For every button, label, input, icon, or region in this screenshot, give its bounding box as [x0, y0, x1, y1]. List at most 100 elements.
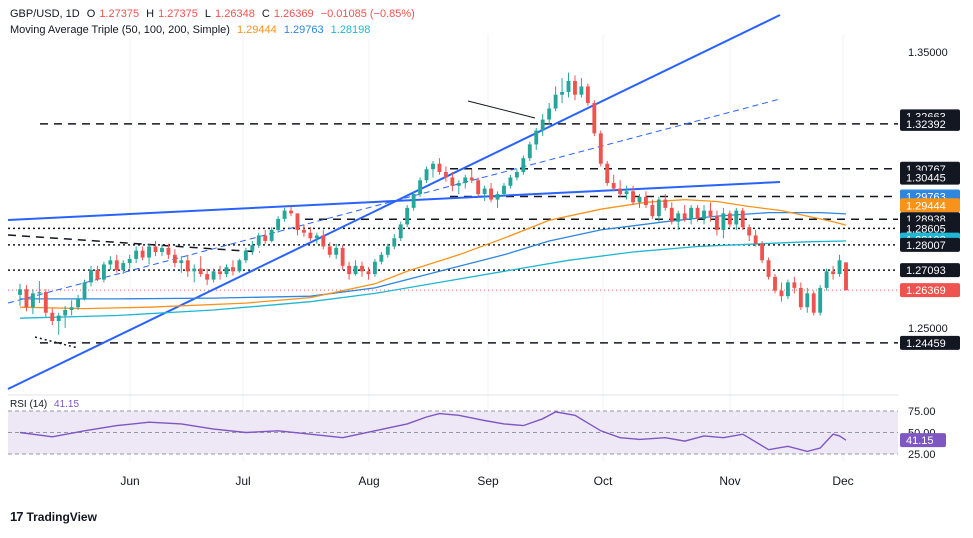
candle-body	[295, 213, 300, 230]
candle	[289, 206, 293, 217]
candle	[30, 289, 35, 315]
candle	[844, 262, 848, 291]
candle	[508, 174, 513, 189]
candle	[250, 240, 255, 255]
candle	[256, 232, 261, 248]
candle-body	[172, 254, 177, 264]
candle	[824, 268, 829, 291]
candle	[153, 240, 158, 257]
price-level-tag	[900, 283, 960, 298]
candle	[482, 185, 487, 201]
candle-body	[644, 196, 648, 206]
candle-body	[734, 210, 739, 225]
candle-body	[502, 185, 506, 195]
ma-legend[interactable]: Moving Average Triple (50, 100, 200, Sim…	[10, 24, 374, 36]
candle	[631, 185, 635, 206]
rsi-title: RSI (14)	[10, 399, 48, 410]
candle	[63, 305, 68, 328]
candle	[495, 191, 500, 208]
candle	[140, 246, 145, 261]
candle	[114, 254, 119, 273]
candle	[566, 72, 571, 98]
candle-body	[527, 144, 532, 159]
candle	[205, 268, 210, 286]
candle-body	[256, 235, 261, 246]
rsi-legend[interactable]: RSI (14) 41.15	[10, 399, 83, 410]
candle	[811, 290, 816, 316]
candle	[747, 224, 752, 241]
candle	[450, 171, 455, 192]
rsi-line	[19, 411, 847, 453]
candle-body	[514, 171, 519, 178]
candle-body	[637, 196, 642, 203]
candle	[637, 194, 642, 208]
candle-body	[153, 246, 158, 253]
candle-body	[663, 199, 668, 208]
candle-body	[779, 290, 784, 297]
candle	[211, 268, 216, 283]
ma100-value: 1.29763	[283, 24, 324, 36]
tradingview-logo[interactable]: 17 TradingView	[10, 509, 97, 524]
candle	[837, 254, 842, 277]
candle-body	[43, 292, 48, 313]
candle	[353, 260, 358, 276]
candle	[321, 229, 326, 250]
candle	[695, 205, 700, 222]
candle	[76, 294, 81, 310]
candle	[489, 183, 494, 203]
candle-body	[476, 180, 481, 195]
candle-body	[553, 94, 558, 109]
candle	[243, 247, 248, 264]
candle	[605, 160, 610, 186]
price-level-label: 1.24459	[906, 338, 946, 350]
candle-body	[508, 177, 513, 186]
candle-body	[469, 177, 474, 181]
candle-body	[656, 199, 661, 217]
candle	[237, 258, 242, 273]
candle-body	[805, 293, 810, 308]
candle-body	[263, 235, 268, 241]
ma200-value: 1.28198	[330, 24, 371, 36]
candle-body	[760, 243, 765, 261]
candle-body	[140, 250, 145, 258]
candle	[663, 194, 668, 211]
candle-body	[250, 245, 255, 251]
candle-body	[237, 260, 242, 272]
candle-body	[405, 207, 410, 225]
price-level-label: 1.32392	[906, 119, 946, 131]
candle-body	[282, 210, 287, 219]
candle-body	[682, 213, 687, 219]
candle	[437, 158, 442, 175]
price-level-tag	[900, 221, 960, 236]
candle	[269, 227, 274, 243]
candle	[185, 254, 190, 277]
candle-body	[560, 91, 564, 95]
candle	[108, 256, 113, 270]
x-axis-label: Aug	[358, 474, 379, 488]
open-label: O	[86, 8, 96, 20]
price-level-label: 1.27093	[906, 265, 946, 277]
candle	[192, 264, 197, 283]
candle-body	[366, 271, 371, 275]
candle-body	[243, 250, 248, 261]
candle-body	[631, 191, 635, 203]
tradingview-logo-icon: 17	[10, 509, 24, 524]
candle-body	[598, 133, 603, 164]
candle	[89, 265, 93, 287]
rsi-tick-label: 25.00	[908, 449, 936, 461]
high-value: 1.27375	[158, 8, 198, 20]
candle-body	[108, 260, 113, 265]
ma100-line	[20, 211, 847, 300]
candle	[82, 279, 87, 301]
channel-lower-line	[7, 181, 781, 221]
candle	[553, 86, 558, 112]
candle-body	[708, 210, 713, 217]
candle	[218, 265, 222, 280]
candle-body	[489, 188, 494, 200]
candle-body	[747, 227, 752, 236]
swing-line	[467, 100, 536, 119]
candle	[443, 166, 448, 182]
candle	[295, 213, 300, 236]
candle	[405, 205, 410, 228]
